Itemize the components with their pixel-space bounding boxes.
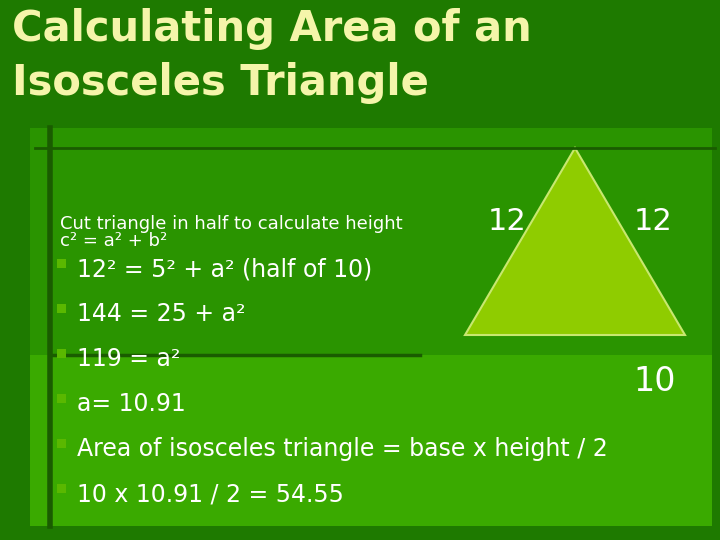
FancyBboxPatch shape [57, 484, 66, 493]
Text: 12² = 5² + a² (half of 10): 12² = 5² + a² (half of 10) [77, 257, 372, 281]
FancyBboxPatch shape [57, 439, 66, 448]
Text: Area of isosceles triangle = base x height / 2: Area of isosceles triangle = base x heig… [77, 437, 608, 461]
Text: 144 = 25 + a²: 144 = 25 + a² [77, 302, 246, 326]
FancyBboxPatch shape [30, 355, 712, 526]
Text: Isosceles Triangle: Isosceles Triangle [12, 62, 429, 104]
Text: Calculating Area of an: Calculating Area of an [12, 8, 532, 50]
Polygon shape [465, 148, 685, 335]
Text: a= 10.91: a= 10.91 [77, 392, 186, 416]
FancyBboxPatch shape [57, 259, 66, 268]
Text: 10: 10 [634, 365, 676, 398]
FancyBboxPatch shape [57, 349, 66, 358]
Text: c² = a² + b²: c² = a² + b² [60, 232, 167, 250]
Text: Cut triangle in half to calculate height: Cut triangle in half to calculate height [60, 215, 402, 233]
FancyBboxPatch shape [57, 304, 66, 313]
Text: 12: 12 [487, 207, 526, 236]
FancyBboxPatch shape [30, 128, 712, 526]
FancyBboxPatch shape [57, 394, 66, 403]
Text: 12: 12 [634, 207, 672, 236]
Text: 10 x 10.91 / 2 = 54.55: 10 x 10.91 / 2 = 54.55 [77, 482, 344, 506]
Text: 119 = a²: 119 = a² [77, 347, 181, 371]
